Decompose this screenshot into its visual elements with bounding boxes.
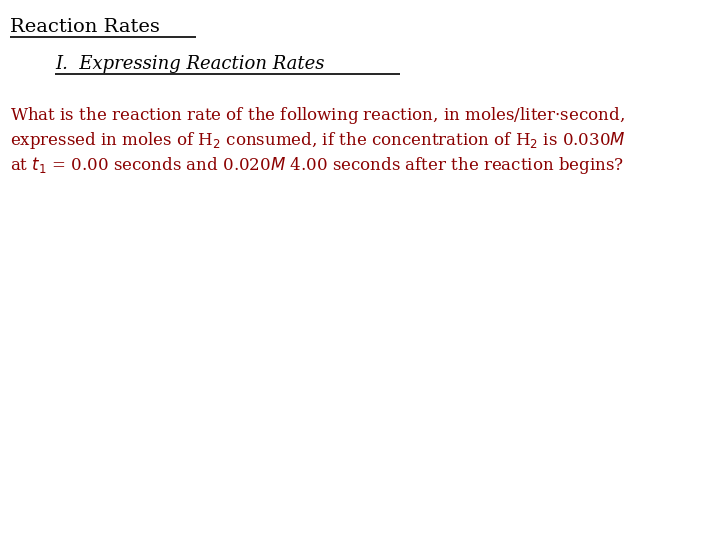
Text: expressed in moles of H$_2$ consumed, if the concentration of H$_2$ is 0.030$\ma: expressed in moles of H$_2$ consumed, if… — [10, 130, 626, 151]
Text: What is the reaction rate of the following reaction, in moles/liter$\cdot$second: What is the reaction rate of the followi… — [10, 105, 625, 126]
Text: at $\mathit{t}_1$ = 0.00 seconds and 0.020$\mathit{M}$ 4.00 seconds after the re: at $\mathit{t}_1$ = 0.00 seconds and 0.0… — [10, 155, 624, 176]
Text: I.  Expressing Reaction Rates: I. Expressing Reaction Rates — [55, 55, 325, 73]
Text: Reaction Rates: Reaction Rates — [10, 18, 160, 36]
